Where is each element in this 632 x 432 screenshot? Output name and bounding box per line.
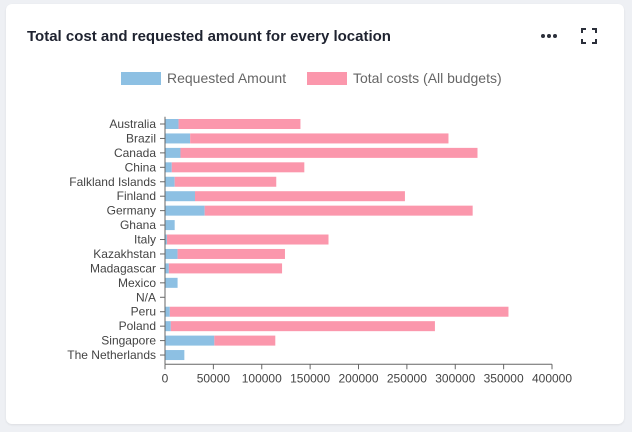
bar-0-5[interactable]: [165, 191, 195, 202]
legend-swatch-0[interactable]: [121, 72, 161, 85]
bar-0-13[interactable]: [165, 306, 170, 317]
bar-0-3[interactable]: [165, 162, 172, 173]
legend-label-1[interactable]: Total costs (All budgets): [353, 70, 502, 86]
y-tick-label-8: Italy: [134, 233, 156, 247]
x-tick-label-5: 250000: [387, 371, 427, 385]
x-tick-label-1: 50000: [197, 371, 231, 385]
bar-1-2[interactable]: [180, 147, 478, 158]
bar-1-3[interactable]: [171, 162, 305, 173]
y-tick-label-10: Madagascar: [90, 261, 156, 275]
bar-0-11[interactable]: [165, 277, 178, 288]
bar-0-15[interactable]: [165, 335, 215, 346]
more-options-button[interactable]: [537, 24, 561, 48]
bar-0-10[interactable]: [165, 263, 169, 274]
y-tick-label-16: The Netherlands: [67, 348, 156, 362]
bar-1-4[interactable]: [174, 176, 277, 187]
legend-label-0[interactable]: Requested Amount: [167, 70, 286, 86]
x-tick-label-2: 100000: [242, 371, 282, 385]
y-tick-label-6: Germany: [107, 204, 156, 218]
y-tick-label-4: Falkland Islands: [69, 175, 156, 189]
y-tick-label-5: Finland: [117, 189, 156, 203]
bar-1-13[interactable]: [169, 306, 509, 317]
bar-0-4[interactable]: [165, 176, 175, 187]
bar-1-10[interactable]: [168, 263, 283, 274]
x-tick-label-7: 350000: [484, 371, 524, 385]
bar-1-1[interactable]: [190, 133, 449, 144]
x-tick-label-6: 300000: [435, 371, 475, 385]
bar-0-8[interactable]: [165, 234, 167, 245]
x-tick-label-3: 150000: [290, 371, 330, 385]
y-tick-label-7: Ghana: [120, 218, 156, 232]
y-tick-label-1: Brazil: [126, 131, 156, 145]
y-tick-label-14: Poland: [119, 319, 156, 333]
fullscreen-button[interactable]: [577, 24, 601, 48]
bar-0-16[interactable]: [165, 350, 185, 361]
y-tick-label-9: Kazakhstan: [93, 247, 156, 261]
y-tick-label-11: Mexico: [118, 276, 156, 290]
bar-0-1[interactable]: [165, 133, 191, 144]
y-tick-label-15: Singapore: [101, 334, 156, 348]
y-tick-label-3: China: [125, 160, 157, 174]
bar-0-0[interactable]: [165, 119, 179, 129]
card-title: Total cost and requested amount for ever…: [27, 28, 391, 45]
bar-0-2[interactable]: [165, 147, 181, 158]
bars: [165, 119, 509, 361]
bar-1-0[interactable]: [178, 119, 301, 129]
y-tick-label-0: Australia: [109, 117, 156, 131]
y-tick-label-13: Peru: [131, 305, 156, 319]
x-tick-label-8: 400000: [532, 371, 572, 385]
bar-0-7[interactable]: [165, 220, 175, 231]
x-tick-label-0: 0: [162, 371, 169, 385]
fullscreen-icon: [581, 28, 597, 44]
bar-1-8[interactable]: [166, 234, 329, 245]
bar-1-6[interactable]: [204, 205, 473, 216]
bar-0-9[interactable]: [165, 248, 178, 259]
y-tick-label-2: Canada: [114, 146, 156, 160]
bar-1-15[interactable]: [214, 335, 276, 346]
x-tick-label-4: 200000: [338, 371, 378, 385]
legend-swatch-1[interactable]: [307, 72, 347, 85]
bar-0-14[interactable]: [165, 321, 171, 332]
bar-1-9[interactable]: [177, 248, 285, 259]
more-horizontal-icon: [541, 34, 557, 38]
bar-1-14[interactable]: [170, 321, 435, 332]
y-tick-label-12: N/A: [136, 290, 156, 304]
bar-1-5[interactable]: [194, 191, 405, 202]
legend: Requested Amount Total costs (All budgets…: [121, 70, 502, 86]
bar-0-6[interactable]: [165, 205, 205, 216]
